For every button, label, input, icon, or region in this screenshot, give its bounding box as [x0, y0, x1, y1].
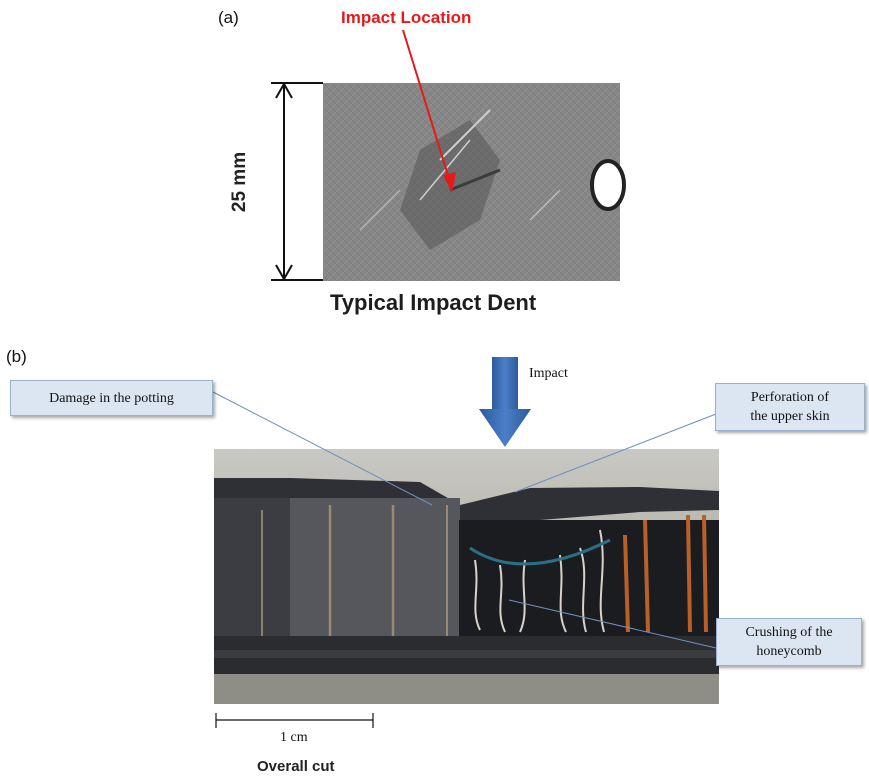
- dimension-label: 25 mm: [229, 151, 251, 213]
- callout-crushing-line1: Crushing of the: [745, 625, 833, 640]
- callout-crushing: Crushing of the honeycomb: [716, 618, 862, 666]
- callout-perforation: Perforation of the upper skin: [715, 383, 865, 431]
- callout-perforation-line1: Perforation of: [750, 390, 830, 405]
- scale-bar-label: 1 cm: [280, 730, 308, 745]
- dent-photo: [323, 83, 626, 281]
- cross-section-photo: [214, 449, 719, 704]
- panel-b-label: (b): [6, 347, 27, 366]
- panel-a-caption: Typical Impact Dent: [330, 290, 537, 315]
- panel-b-caption: Overall cut: [257, 758, 335, 775]
- dimension-line: [271, 81, 323, 282]
- impact-location-label: Impact Location: [341, 8, 472, 27]
- scale-bar: [215, 713, 374, 728]
- leader-lines: [212, 391, 717, 649]
- impact-location-arrow: [402, 29, 456, 193]
- impact-label: Impact: [529, 366, 568, 381]
- callout-damage-potting: Damage in the potting: [10, 380, 213, 416]
- callout-damage-potting-text: Damage in the potting: [49, 390, 174, 406]
- impact-arrow: [479, 357, 531, 447]
- callout-crushing-line2: honeycomb: [756, 644, 822, 659]
- panel-a-label: (a): [218, 8, 239, 27]
- callout-perforation-line2: the upper skin: [750, 409, 830, 424]
